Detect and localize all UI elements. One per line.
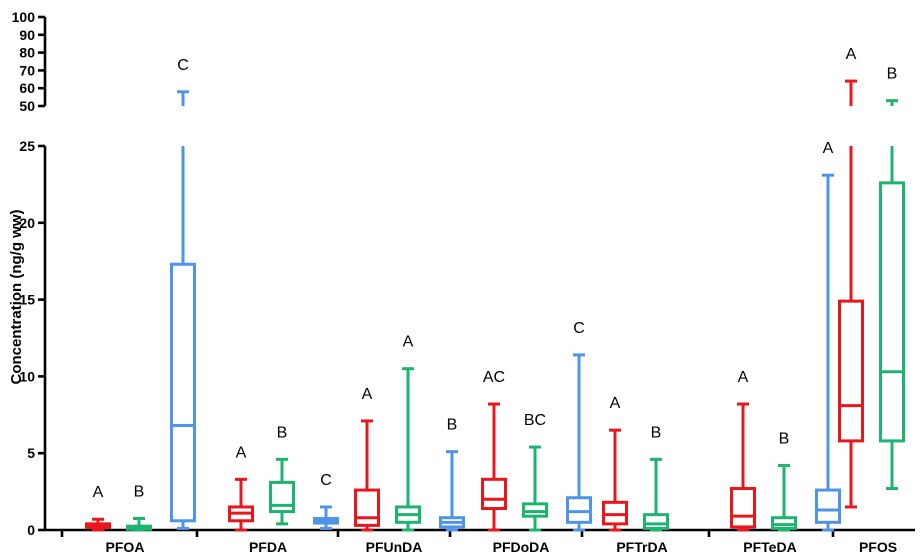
box-pftrda-red: A (602, 395, 628, 532)
y-tick-label: 25 (19, 138, 35, 154)
box-pfdoda-green: BC (522, 412, 548, 532)
category-label: PFUnDA (366, 539, 423, 555)
box-pftrda-green: B (643, 424, 669, 532)
significance-letter: C (573, 320, 585, 337)
significance-letter: B (447, 417, 458, 434)
box-pfda-red: A (228, 444, 254, 532)
significance-letter: C (177, 57, 189, 74)
significance-letter: B (651, 424, 662, 441)
significance-letter: B (779, 430, 790, 447)
box-iqr (815, 488, 841, 524)
y-tick-label: 20 (19, 215, 35, 231)
category-label: PFDA (249, 539, 287, 555)
y-tick-label: 50 (19, 98, 35, 114)
y-tick-label: 10 (19, 368, 35, 384)
significance-letter: A (403, 334, 414, 351)
category-label: PFTeDA (743, 539, 796, 555)
box-iqr (170, 262, 196, 523)
y-tick-label: 0 (27, 522, 35, 538)
box-pfoa-green: B (126, 483, 152, 532)
significance-letter: A (93, 484, 104, 501)
category-labels: PFOA PFDA PFUnDA PFDoDA PFTrDA PFTeDA PFOS (106, 539, 898, 555)
box-iqr (481, 477, 507, 510)
y-tick-label: 100 (12, 9, 36, 25)
y-tick-label: 70 (19, 62, 35, 78)
y-tick-label: 80 (19, 45, 35, 61)
box-iqr (354, 488, 380, 527)
box-pfos-green: B (879, 66, 905, 491)
significance-letter: A (823, 140, 834, 157)
box-iqr (522, 502, 548, 518)
significance-letter: C (320, 472, 332, 489)
box-pfos-red: A (838, 46, 864, 509)
box-pfoa-blue: C (170, 57, 196, 530)
box-iqr (566, 496, 592, 524)
box-pfunda-red: A (354, 386, 380, 532)
significance-letter: B (134, 483, 145, 500)
box-pfunda-blue: B (439, 417, 465, 532)
box-iqr (602, 500, 628, 526)
box-pfda-green: B (269, 424, 295, 526)
box-iqr (879, 181, 905, 443)
box-pfteda-blue: A (815, 140, 841, 532)
y-tick-label: 5 (27, 445, 35, 461)
category-label: PFDoDA (493, 539, 550, 555)
y-tick-label: 60 (19, 80, 35, 96)
y-tick-label: 15 (19, 292, 35, 308)
significance-letter: A (846, 46, 857, 63)
box-pfdoda-red: AC (481, 369, 507, 532)
box-iqr (838, 299, 864, 443)
category-label: PFOA (106, 539, 145, 555)
y-axis-title: Concentration (ng/g ww) (8, 210, 25, 385)
box-pfdoda-blue: C (566, 320, 592, 532)
box-iqr (771, 516, 797, 530)
category-label: PFOS (859, 539, 897, 555)
box-pfda-blue: C (313, 472, 339, 530)
box-pfteda-red: A (730, 369, 756, 532)
significance-letter: BC (524, 412, 546, 429)
significance-letter: B (887, 66, 898, 83)
y-tick-label: 90 (19, 27, 35, 43)
box-pfteda-green: B (771, 430, 797, 532)
significance-letter: A (738, 369, 749, 386)
significance-letter: A (362, 386, 373, 403)
significance-letter: A (236, 444, 247, 461)
box-iqr (269, 480, 295, 514)
box-iqr (730, 487, 756, 529)
significance-letter: A (610, 395, 621, 412)
category-label: PFTrDA (616, 539, 667, 555)
significance-letter: B (277, 424, 288, 441)
box-iqr (643, 513, 669, 530)
box-pfunda-green: A (395, 334, 421, 532)
box-pfoa-red: A (85, 484, 111, 532)
significance-letter: AC (483, 369, 505, 386)
